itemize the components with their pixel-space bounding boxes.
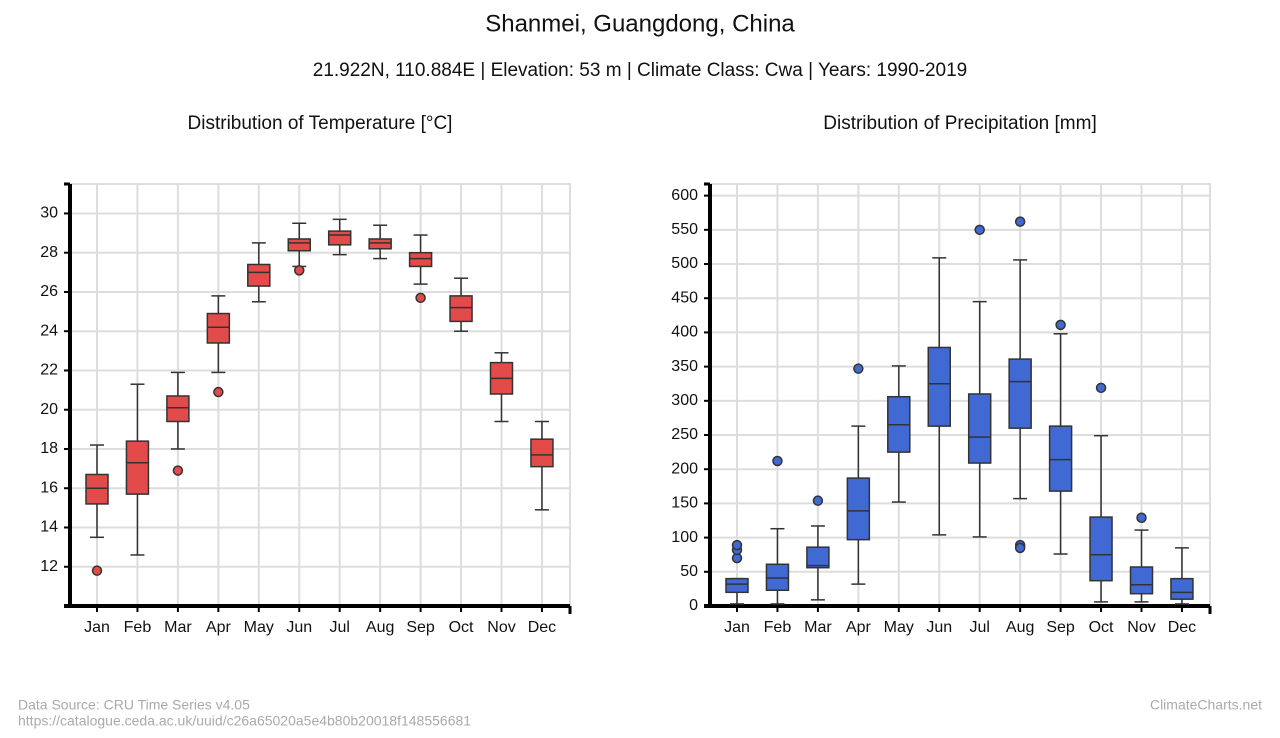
y-tick-label: 100 (671, 529, 698, 546)
box (247, 263, 271, 287)
box (967, 393, 992, 464)
chart-title: Distribution of Precipitation [mm] (823, 113, 1097, 134)
box (806, 546, 830, 569)
y-tick-label: 16 (40, 479, 58, 496)
outlier (853, 363, 864, 374)
y-tick-label: 300 (671, 392, 698, 409)
y-tick-label: 200 (671, 460, 698, 477)
box (1008, 358, 1032, 429)
page-subtitle: 21.922N, 110.884E | Elevation: 53 m | Cl… (313, 60, 968, 81)
outlier (1136, 512, 1147, 524)
outlier (1014, 542, 1026, 554)
outlier (172, 465, 184, 476)
outlier (91, 565, 103, 576)
x-tick-label: Aug (366, 619, 394, 636)
y-tick-label: 150 (671, 495, 698, 512)
outlier (294, 265, 305, 276)
y-tick-label: 12 (40, 558, 58, 575)
box (1048, 425, 1073, 492)
x-tick-label: Apr (206, 619, 232, 636)
outlier (772, 455, 783, 467)
outlier (974, 224, 985, 236)
outlier (731, 539, 743, 551)
box (846, 477, 871, 541)
x-tick-label: Dec (1168, 619, 1196, 636)
box (166, 395, 190, 423)
box (1170, 577, 1194, 600)
x-tick-label: May (244, 619, 274, 636)
box (408, 251, 433, 268)
y-tick-label: 28 (40, 244, 58, 261)
source: Data Source: CRU Time Series v4.05 (18, 697, 250, 713)
x-tick-label: Feb (764, 619, 792, 636)
brand: ClimateCharts.net (1150, 697, 1262, 713)
page-title: Shanmei, Guangdong, China (485, 10, 795, 37)
box (927, 346, 951, 427)
x-tick-label: Oct (1089, 619, 1114, 636)
plot-frame (709, 183, 1211, 607)
x-tick-label: Jan (84, 619, 110, 636)
outlier (415, 292, 426, 304)
y-tick-label: 30 (40, 205, 58, 222)
y-tick-label: 26 (40, 283, 58, 300)
box (725, 577, 749, 594)
box (1129, 566, 1154, 595)
x-tick-label: Mar (804, 619, 832, 636)
chart-title: Distribution of Temperature [°C] (188, 113, 453, 134)
y-tick-label: 250 (671, 426, 698, 443)
x-tick-label: Jan (724, 619, 750, 636)
y-tick-label: 400 (671, 324, 698, 341)
y-tick-label: 350 (671, 358, 698, 375)
x-tick-label: Mar (164, 619, 192, 636)
source-url: https://catalogue.ceda.ac.uk/uuid/c26a65… (18, 713, 471, 729)
y-tick-label: 500 (671, 255, 698, 272)
x-tick-label: Nov (487, 619, 515, 636)
x-tick-label: Apr (846, 619, 872, 636)
x-tick-label: Jul (969, 619, 989, 636)
y-tick-label: 20 (40, 401, 58, 418)
x-tick-label: Oct (449, 619, 474, 636)
box (449, 295, 473, 323)
x-tick-label: Nov (1127, 619, 1155, 636)
outlier (1055, 319, 1066, 331)
outlier (1014, 216, 1026, 227)
outlier (213, 386, 224, 398)
y-tick-label: 550 (671, 221, 698, 238)
box (1089, 516, 1113, 582)
y-tick-label: 0 (689, 597, 698, 614)
y-tick-label: 600 (671, 187, 698, 204)
outlier (812, 495, 824, 506)
x-tick-label: May (884, 619, 914, 636)
x-tick-label: Jul (329, 619, 349, 636)
x-tick-label: Aug (1006, 619, 1034, 636)
y-tick-label: 14 (40, 519, 58, 536)
plot-frame (69, 183, 571, 607)
y-tick-label: 18 (40, 440, 58, 457)
outlier (1095, 382, 1107, 394)
box (530, 438, 554, 468)
x-tick-label: Feb (124, 619, 152, 636)
box (368, 238, 392, 250)
y-tick-label: 50 (680, 563, 698, 580)
x-tick-label: Sep (1046, 619, 1075, 636)
x-tick-label: Sep (406, 619, 435, 636)
box (287, 238, 311, 252)
box (125, 440, 150, 495)
box (85, 473, 109, 505)
y-tick-label: 24 (40, 322, 58, 339)
box (327, 230, 352, 246)
y-tick-label: 22 (40, 362, 58, 379)
x-tick-label: Jun (926, 619, 952, 636)
box (206, 312, 231, 344)
x-tick-label: Jun (286, 619, 312, 636)
y-tick-label: 450 (671, 289, 698, 306)
x-tick-label: Dec (528, 619, 556, 636)
